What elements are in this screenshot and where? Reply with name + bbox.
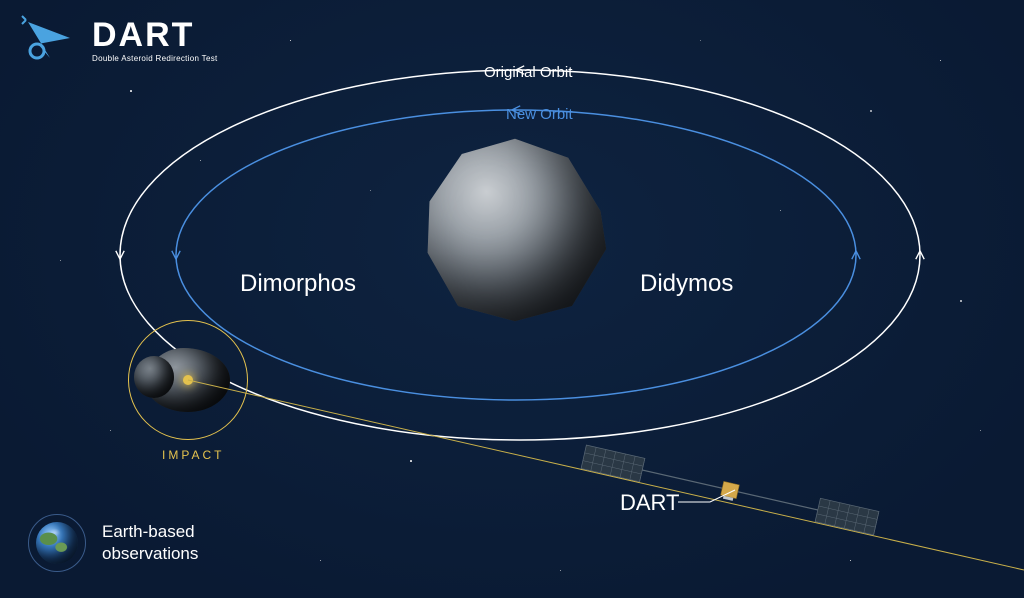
earth-label-line2: observations xyxy=(102,543,198,565)
earth-icon xyxy=(36,522,78,564)
dart-spacecraft-label: DART xyxy=(620,490,680,516)
dimorphos-label: Dimorphos xyxy=(240,270,356,298)
new-orbit-label: New Orbit xyxy=(506,106,573,123)
logo-subtitle: Double Asteroid Redirection Test xyxy=(92,54,218,63)
original-orbit-label: Original Orbit xyxy=(484,64,572,81)
earth-label: Earth-based observations xyxy=(102,521,198,565)
didymos-label: Didymos xyxy=(640,270,733,298)
dart-logo-icon xyxy=(20,14,82,66)
dart-spacecraft xyxy=(570,330,890,598)
earth-label-line1: Earth-based xyxy=(102,521,198,543)
earth-observations: Earth-based observations xyxy=(28,514,198,572)
dart-logo: DART Double Asteroid Redirection Test xyxy=(20,14,218,66)
logo-title: DART xyxy=(92,18,218,52)
earth-ring xyxy=(28,514,86,572)
impact-label: IMPACT xyxy=(162,448,224,462)
